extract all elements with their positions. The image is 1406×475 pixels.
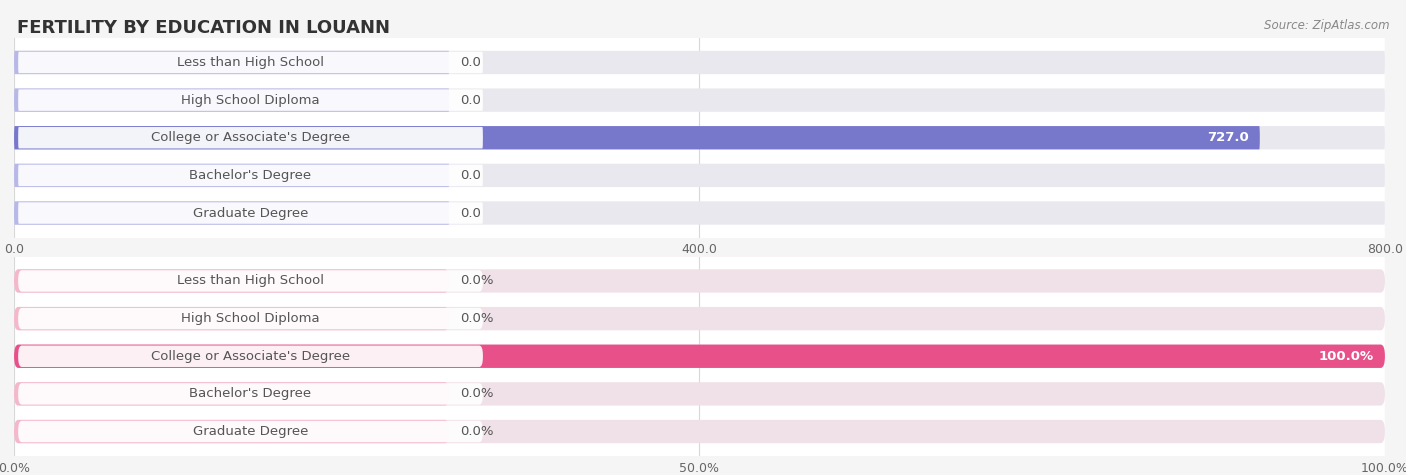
FancyBboxPatch shape bbox=[18, 202, 482, 224]
FancyBboxPatch shape bbox=[14, 269, 449, 293]
Text: High School Diploma: High School Diploma bbox=[181, 312, 319, 325]
FancyBboxPatch shape bbox=[18, 165, 482, 186]
FancyBboxPatch shape bbox=[18, 345, 482, 367]
FancyBboxPatch shape bbox=[14, 126, 1260, 150]
FancyBboxPatch shape bbox=[18, 421, 482, 442]
FancyBboxPatch shape bbox=[18, 127, 482, 149]
FancyBboxPatch shape bbox=[14, 201, 449, 225]
FancyBboxPatch shape bbox=[14, 382, 1385, 406]
FancyBboxPatch shape bbox=[18, 89, 482, 111]
FancyBboxPatch shape bbox=[14, 88, 1385, 112]
Text: College or Associate's Degree: College or Associate's Degree bbox=[150, 350, 350, 363]
Text: 0.0: 0.0 bbox=[460, 56, 481, 69]
FancyBboxPatch shape bbox=[14, 201, 1385, 225]
FancyBboxPatch shape bbox=[14, 420, 449, 443]
FancyBboxPatch shape bbox=[14, 382, 449, 406]
Text: Graduate Degree: Graduate Degree bbox=[193, 207, 308, 219]
FancyBboxPatch shape bbox=[18, 383, 482, 405]
Text: 0.0: 0.0 bbox=[460, 94, 481, 106]
FancyBboxPatch shape bbox=[18, 52, 482, 73]
FancyBboxPatch shape bbox=[14, 164, 449, 187]
Text: 100.0%: 100.0% bbox=[1319, 350, 1374, 363]
Text: High School Diploma: High School Diploma bbox=[181, 94, 319, 106]
FancyBboxPatch shape bbox=[14, 420, 1385, 443]
FancyBboxPatch shape bbox=[18, 308, 482, 329]
Text: Bachelor's Degree: Bachelor's Degree bbox=[190, 388, 312, 400]
FancyBboxPatch shape bbox=[14, 51, 449, 74]
Text: FERTILITY BY EDUCATION IN LOUANN: FERTILITY BY EDUCATION IN LOUANN bbox=[17, 19, 389, 37]
Text: Bachelor's Degree: Bachelor's Degree bbox=[190, 169, 312, 182]
FancyBboxPatch shape bbox=[18, 270, 482, 292]
FancyBboxPatch shape bbox=[14, 164, 1385, 187]
Text: Graduate Degree: Graduate Degree bbox=[193, 425, 308, 438]
Text: 727.0: 727.0 bbox=[1208, 131, 1249, 144]
Text: Less than High School: Less than High School bbox=[177, 56, 323, 69]
FancyBboxPatch shape bbox=[14, 126, 1385, 150]
Text: 0.0%: 0.0% bbox=[460, 275, 494, 287]
Text: 0.0: 0.0 bbox=[460, 207, 481, 219]
Text: 0.0%: 0.0% bbox=[460, 388, 494, 400]
Text: Source: ZipAtlas.com: Source: ZipAtlas.com bbox=[1264, 19, 1389, 32]
FancyBboxPatch shape bbox=[14, 344, 1385, 368]
Text: 0.0%: 0.0% bbox=[460, 312, 494, 325]
Text: 0.0%: 0.0% bbox=[460, 425, 494, 438]
FancyBboxPatch shape bbox=[14, 269, 1385, 293]
FancyBboxPatch shape bbox=[14, 307, 1385, 330]
FancyBboxPatch shape bbox=[14, 51, 1385, 74]
Text: 0.0: 0.0 bbox=[460, 169, 481, 182]
FancyBboxPatch shape bbox=[14, 307, 449, 330]
FancyBboxPatch shape bbox=[14, 344, 1385, 368]
FancyBboxPatch shape bbox=[14, 88, 449, 112]
Text: College or Associate's Degree: College or Associate's Degree bbox=[150, 131, 350, 144]
Text: Less than High School: Less than High School bbox=[177, 275, 323, 287]
